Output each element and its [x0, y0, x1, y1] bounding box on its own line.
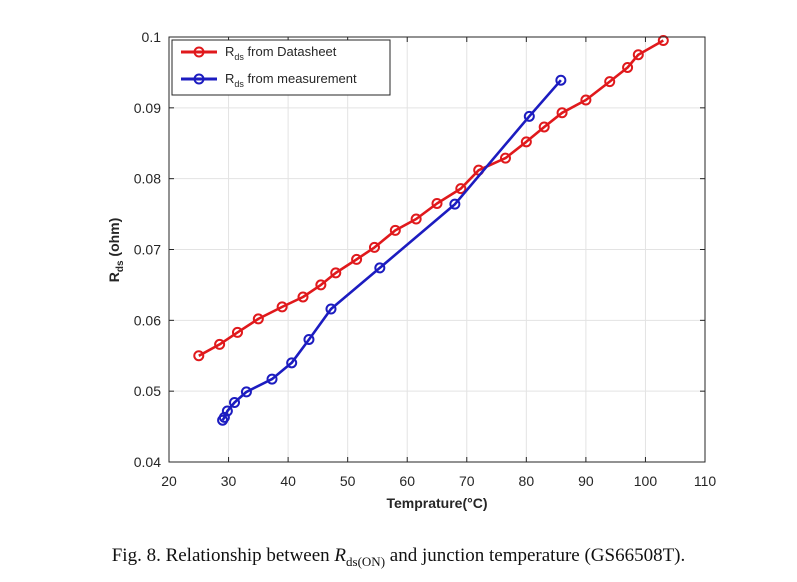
data-point-datasheet [431, 197, 443, 209]
x-tick-label: 30 [221, 473, 237, 489]
y-tick-label: 0.05 [134, 383, 161, 399]
legend-label-measurement-main: R [225, 71, 234, 86]
legend-marker-datasheet [193, 46, 205, 58]
data-point-datasheet [632, 49, 644, 61]
legend-label-datasheet-main: R [225, 44, 234, 59]
caption-suffix: and junction temperature (GS66508T). [385, 545, 686, 566]
series-layer [193, 35, 669, 426]
data-point-datasheet [330, 267, 342, 279]
data-point-datasheet [231, 326, 243, 338]
data-point-datasheet [556, 107, 568, 119]
data-point-datasheet [499, 152, 511, 164]
x-tick-label: 100 [634, 473, 658, 489]
legend-label-datasheet-sub: ds [234, 52, 244, 62]
legend-label-measurement: Rds from measurement [225, 71, 357, 89]
data-point-datasheet [297, 291, 309, 303]
y-tick-label: 0.04 [134, 454, 161, 470]
data-point-datasheet [389, 224, 401, 236]
data-point-measurement [229, 397, 241, 408]
y-axis-label-main: R [106, 272, 122, 282]
y-axis-label-tail: (ohm) [106, 218, 122, 261]
data-point-datasheet [604, 76, 616, 88]
y-tick-label: 0.08 [134, 171, 161, 187]
series-datasheet [193, 35, 669, 362]
data-point-datasheet [520, 136, 532, 148]
x-tick-label: 40 [280, 473, 296, 489]
x-tick-label: 60 [399, 473, 415, 489]
data-point-measurement [218, 411, 230, 423]
data-point-measurement [240, 386, 252, 398]
data-point-datasheet [410, 213, 422, 225]
legend-label-datasheet-tail: from Datasheet [244, 44, 337, 59]
x-tick-label: 50 [340, 473, 356, 489]
x-tick-label: 80 [519, 473, 535, 489]
data-point-datasheet [214, 338, 226, 350]
y-tick-label: 0.09 [134, 100, 161, 116]
plot-frame [168, 36, 706, 463]
y-tick-label: 0.1 [142, 29, 162, 45]
data-point-measurement [523, 110, 535, 122]
legend-item-measurement: Rds from measurement [181, 71, 357, 89]
x-tick-label: 90 [578, 473, 594, 489]
x-tick-label: 70 [459, 473, 475, 489]
series-measurement [217, 74, 567, 426]
legend-marker-measurement [193, 73, 205, 85]
caption-subscript: ds(ON) [346, 553, 386, 569]
data-point-measurement [555, 74, 567, 86]
data-point-measurement [374, 262, 386, 274]
legend-item-datasheet: Rds from Datasheet [181, 44, 337, 62]
data-point-measurement [221, 405, 233, 417]
data-point-datasheet [622, 61, 634, 73]
data-point-datasheet [538, 121, 550, 133]
data-point-measurement [449, 198, 461, 210]
x-tick-label: 20 [161, 473, 177, 489]
data-point-datasheet [315, 279, 327, 291]
figure-caption: Fig. 8. Relationship between Rds(ON) and… [0, 545, 797, 570]
data-point-measurement [303, 333, 315, 345]
data-point-datasheet [580, 94, 592, 106]
x-axis-label: Temprature(°C) [386, 495, 487, 511]
data-point-datasheet [368, 241, 380, 253]
x-tick-label: 110 [694, 473, 717, 489]
data-point-measurement [325, 303, 337, 315]
data-point-datasheet [193, 350, 205, 362]
data-point-datasheet [657, 35, 669, 47]
data-point-measurement [266, 373, 278, 385]
series-line-measurement [221, 79, 562, 421]
x-tick-labels: 20 30 40 50 60 70 80 90 100 110 [161, 473, 716, 489]
caption-prefix: Fig. 8. Relationship between [111, 545, 335, 566]
caption-symbol: R [334, 545, 347, 566]
y-axis-label-sub: ds [115, 260, 126, 272]
data-point-datasheet [276, 301, 288, 313]
legend: Rds from Datasheet Rds from measurement [171, 39, 391, 96]
y-axis-label: Rds (ohm) [106, 218, 126, 283]
data-point-datasheet [252, 313, 264, 325]
data-point-datasheet [455, 183, 467, 195]
y-tick-labels: 0.04 0.05 0.06 0.07 0.08 0.09 0.1 [134, 29, 161, 470]
legend-label-measurement-sub: ds [234, 79, 244, 89]
data-point-measurement [286, 357, 298, 369]
data-point-datasheet [351, 253, 363, 265]
legend-box [171, 39, 391, 96]
y-tick-label: 0.06 [134, 312, 161, 328]
legend-label-datasheet: Rds from Datasheet [225, 44, 337, 62]
y-tick-label: 0.07 [134, 242, 161, 258]
line-chart: 20 30 40 50 60 70 80 90 100 110 0.040.050.060.070… [106, 29, 716, 511]
legend-label-measurement-tail: from measurement [244, 71, 357, 86]
